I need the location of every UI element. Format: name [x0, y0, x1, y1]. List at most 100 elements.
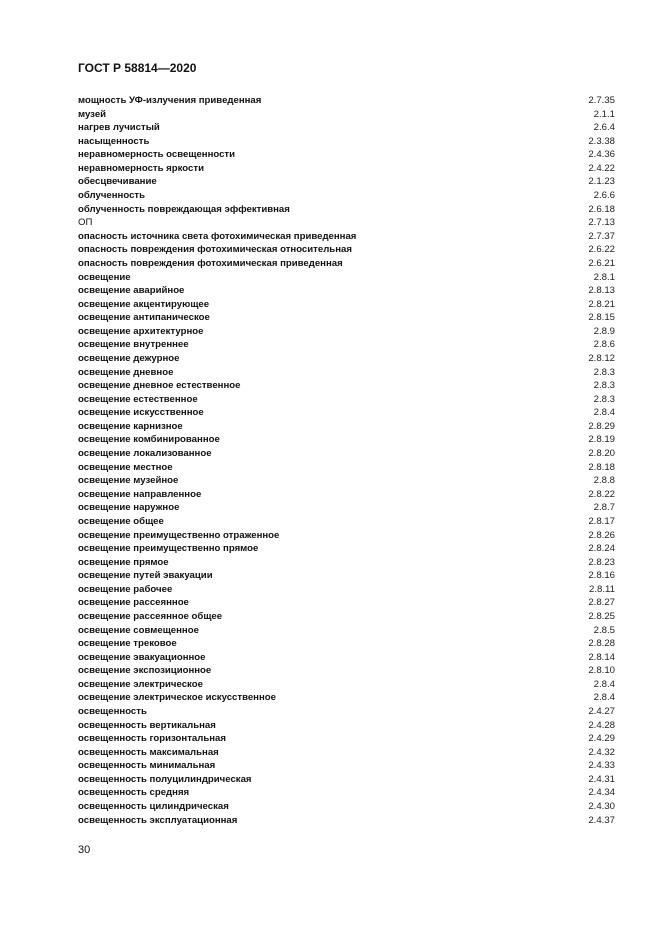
index-entry: освещение карнизное 2.8.29 — [78, 420, 615, 434]
index-entry: освещение дневное 2.8.3 — [78, 366, 615, 380]
entry-reference: 2.4.33 — [588, 760, 615, 772]
entry-term: освещенность цилиндрическая — [78, 801, 229, 813]
entry-reference: 2.8.14 — [588, 651, 615, 663]
entry-term: освещение рассеянное — [78, 597, 189, 609]
entry-reference: 2.4.37 — [588, 814, 615, 826]
entry-reference: 2.6.22 — [588, 244, 615, 256]
index-entry: освещенность цилиндрическая 2.4.30 — [78, 800, 615, 814]
entry-term: ОП — [78, 217, 93, 229]
index-entry: освещение трековое 2.8.28 — [78, 637, 615, 651]
entry-reference: 2.8.29 — [588, 420, 615, 432]
index-entry: освещение искусственное 2.8.4 — [78, 406, 615, 420]
entry-reference: 2.8.23 — [588, 556, 615, 568]
index-entry: мощность УФ-излучения приведенная 2.7.35 — [78, 94, 615, 108]
entry-reference: 2.4.31 — [588, 773, 615, 785]
entry-term: освещение дневное — [78, 366, 174, 378]
entry-term: освещение комбинированное — [78, 434, 220, 446]
index-entry: освещенность полуцилиндрическая 2.4.31 — [78, 773, 615, 787]
index-entry: облученность повреждающая эффективная 2.6… — [78, 203, 615, 217]
entry-reference: 2.8.13 — [588, 285, 615, 297]
index-entry: освещение эвакуационное 2.8.14 — [78, 651, 615, 665]
entry-term: освещенность — [78, 706, 147, 718]
entry-term: облученность — [78, 190, 146, 202]
entry-reference: 2.6.6 — [593, 190, 615, 202]
entry-reference: 2.8.9 — [593, 325, 615, 337]
entry-term: освещение антипаническое — [78, 312, 210, 324]
entry-term: освещенность горизонтальная — [78, 733, 226, 745]
entry-term: освещение экспозиционное — [78, 665, 212, 677]
entry-reference: 2.4.30 — [588, 801, 615, 813]
entry-reference: 2.8.12 — [588, 352, 615, 364]
entry-term: освещение архитектурное — [78, 325, 204, 337]
entry-term: освещение рабочее — [78, 583, 173, 595]
entry-term: освещение аварийное — [78, 285, 185, 297]
index-entry: освещение путей эвакуации 2.8.16 — [78, 569, 615, 583]
entry-term: освещение искусственное — [78, 407, 204, 419]
index-entry: освещение естественное 2.8.3 — [78, 393, 615, 407]
index-entry: освещение электрическое искусственное 2.8… — [78, 691, 615, 705]
entry-reference: 2.7.13 — [588, 217, 615, 229]
document-header: ГОСТ Р 58814—2020 — [78, 61, 197, 75]
entry-term: музей — [78, 108, 107, 120]
entry-reference: 2.8.18 — [588, 461, 615, 473]
index-entry: освещение акцентирующее 2.8.21 — [78, 298, 615, 312]
index-entry: обесцвечивание 2.1.23 — [78, 175, 615, 189]
entry-reference: 2.8.3 — [593, 380, 615, 392]
entry-reference: 2.8.27 — [588, 597, 615, 609]
entry-term: освещение местное — [78, 461, 173, 473]
entry-reference: 2.8.6 — [593, 339, 615, 351]
index-entry: неравномерность яркости 2.4.22 — [78, 162, 615, 176]
entry-reference: 2.8.5 — [593, 624, 615, 636]
entry-reference: 2.6.4 — [593, 122, 615, 134]
entry-term: освещение рассеянное общее — [78, 610, 223, 622]
entry-reference: 2.8.25 — [588, 610, 615, 622]
entry-term: освещение направленное — [78, 488, 202, 500]
entry-reference: 2.8.10 — [588, 665, 615, 677]
entry-term: освещенность средняя — [78, 787, 190, 799]
index-entry: облученность 2.6.6 — [78, 189, 615, 203]
index-entry: освещенность горизонтальная 2.4.29 — [78, 732, 615, 746]
entry-term: облученность повреждающая эффективная — [78, 203, 290, 215]
entry-reference: 2.6.21 — [588, 257, 615, 269]
index-entry: освещенность 2.4.27 — [78, 705, 615, 719]
index-entry: освещение экспозиционное 2.8.10 — [78, 664, 615, 678]
entry-term: освещение наружное — [78, 502, 180, 514]
entry-term: освещение прямое — [78, 556, 169, 568]
index-entry: освещение преимущественно отраженное 2.8.… — [78, 529, 615, 543]
entry-term: неравномерность яркости — [78, 162, 204, 174]
entry-reference: 2.8.22 — [588, 488, 615, 500]
index-entry: опасность повреждения фотохимическая отн… — [78, 243, 615, 257]
index-entry: освещение общее 2.8.17 — [78, 515, 615, 529]
entry-reference: 2.8.16 — [588, 570, 615, 582]
entry-reference: 2.8.4 — [593, 692, 615, 704]
entry-reference: 2.8.8 — [593, 475, 615, 487]
entry-term: освещение естественное — [78, 393, 198, 405]
entry-reference: 2.8.4 — [593, 407, 615, 419]
entry-reference: 2.8.21 — [588, 298, 615, 310]
entry-reference: 2.8.24 — [588, 543, 615, 555]
index-entry: освещение местное 2.8.18 — [78, 461, 615, 475]
entry-term: освещение преимущественно прямое — [78, 543, 259, 555]
page-number: 30 — [78, 844, 91, 856]
entry-reference: 2.8.20 — [588, 448, 615, 460]
index-entry: освещение комбинированное 2.8.19 — [78, 433, 615, 447]
entry-reference: 2.4.28 — [588, 719, 615, 731]
entry-reference: 2.8.28 — [588, 638, 615, 650]
index-entry: освещение дежурное 2.8.12 — [78, 352, 615, 366]
entry-term: нагрев лучистый — [78, 122, 160, 134]
index-entry: ОП 2.7.13 — [78, 216, 615, 230]
entry-reference: 2.8.7 — [593, 502, 615, 514]
index-entry: опасность повреждения фотохимическая при… — [78, 257, 615, 271]
entry-reference: 2.7.37 — [588, 230, 615, 242]
entry-reference: 2.8.3 — [593, 366, 615, 378]
entry-term: освещенность полуцилиндрическая — [78, 773, 252, 785]
entry-term: освещенность эксплуатационная — [78, 814, 238, 826]
index-entry: освещение направленное 2.8.22 — [78, 488, 615, 502]
entry-reference: 2.4.29 — [588, 733, 615, 745]
entry-term: освещение локализованное — [78, 448, 212, 460]
index-entry: освещение наружное 2.8.7 — [78, 501, 615, 515]
entry-term: освещенность максимальная — [78, 746, 219, 758]
entry-term: обесцвечивание — [78, 176, 157, 188]
index-entry: освещение совмещенное 2.8.5 — [78, 624, 615, 638]
entry-term: освещенность минимальная — [78, 760, 216, 772]
